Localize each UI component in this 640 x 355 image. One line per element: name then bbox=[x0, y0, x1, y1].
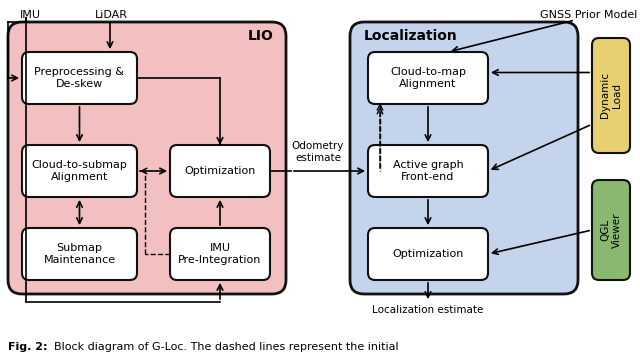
FancyBboxPatch shape bbox=[350, 22, 578, 294]
Text: QGL
Viewer: QGL Viewer bbox=[600, 212, 622, 248]
Text: Active graph
Front-end: Active graph Front-end bbox=[392, 160, 463, 182]
Text: Submap
Maintenance: Submap Maintenance bbox=[44, 243, 116, 265]
FancyBboxPatch shape bbox=[592, 180, 630, 280]
Text: Odometry
estimate: Odometry estimate bbox=[292, 141, 344, 163]
FancyBboxPatch shape bbox=[592, 38, 630, 153]
FancyBboxPatch shape bbox=[22, 52, 137, 104]
Text: Preprocessing &
De-skew: Preprocessing & De-skew bbox=[35, 67, 125, 89]
FancyBboxPatch shape bbox=[170, 228, 270, 280]
FancyBboxPatch shape bbox=[368, 145, 488, 197]
FancyBboxPatch shape bbox=[8, 22, 286, 294]
FancyBboxPatch shape bbox=[22, 228, 137, 280]
FancyBboxPatch shape bbox=[368, 52, 488, 104]
Text: LIO: LIO bbox=[248, 29, 274, 43]
Text: Localization estimate: Localization estimate bbox=[372, 305, 484, 315]
Text: GNSS Prior Model: GNSS Prior Model bbox=[540, 10, 637, 20]
Text: LiDAR: LiDAR bbox=[95, 10, 128, 20]
Text: Optimization: Optimization bbox=[184, 166, 256, 176]
Text: Cloud-to-submap
Alignment: Cloud-to-submap Alignment bbox=[31, 160, 127, 182]
Text: Optimization: Optimization bbox=[392, 249, 464, 259]
Text: Block diagram of G-Loc. The dashed lines represent the initial: Block diagram of G-Loc. The dashed lines… bbox=[54, 342, 399, 352]
FancyBboxPatch shape bbox=[368, 228, 488, 280]
FancyBboxPatch shape bbox=[22, 145, 137, 197]
FancyBboxPatch shape bbox=[170, 145, 270, 197]
Text: Fig. 2:: Fig. 2: bbox=[8, 342, 47, 352]
Text: Localization: Localization bbox=[364, 29, 458, 43]
Text: Dynamic
Load: Dynamic Load bbox=[600, 72, 622, 119]
Text: IMU
Pre-Integration: IMU Pre-Integration bbox=[179, 243, 262, 265]
Text: IMU: IMU bbox=[20, 10, 41, 20]
Text: Cloud-to-map
Alignment: Cloud-to-map Alignment bbox=[390, 67, 466, 89]
